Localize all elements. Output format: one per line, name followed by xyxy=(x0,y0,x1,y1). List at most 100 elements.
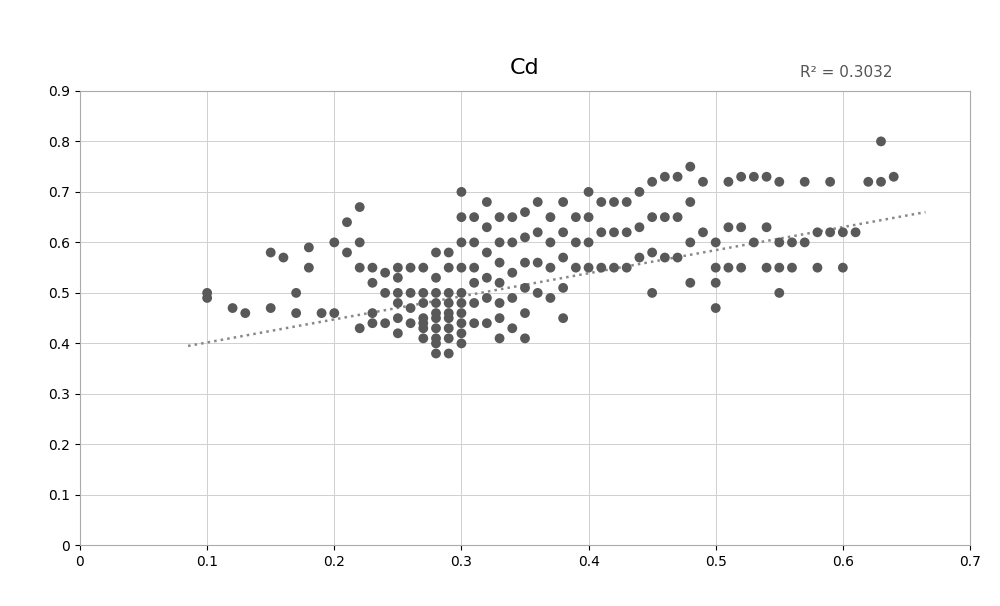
Point xyxy=(644,212,660,222)
Point xyxy=(848,227,864,237)
Point xyxy=(428,348,444,358)
Point xyxy=(466,263,482,273)
Point xyxy=(428,288,444,298)
Point xyxy=(441,348,457,358)
Point xyxy=(377,318,393,328)
Point xyxy=(479,318,495,328)
Point xyxy=(530,258,546,267)
Point xyxy=(479,273,495,282)
Point xyxy=(466,298,482,308)
Point xyxy=(403,288,419,298)
Point xyxy=(415,324,431,333)
Point xyxy=(644,248,660,258)
Point xyxy=(288,288,304,298)
Point xyxy=(555,283,571,293)
Point xyxy=(619,227,635,237)
Point xyxy=(581,238,597,247)
Point xyxy=(504,324,520,333)
Point xyxy=(809,227,825,237)
Point xyxy=(199,288,215,298)
Point xyxy=(479,248,495,258)
Point xyxy=(517,333,533,343)
Point xyxy=(504,268,520,278)
Point xyxy=(720,222,736,232)
Point xyxy=(720,177,736,187)
Point xyxy=(517,283,533,293)
Point xyxy=(364,263,380,273)
Point xyxy=(822,227,838,237)
Point xyxy=(835,227,851,237)
Point xyxy=(466,278,482,288)
Point xyxy=(784,263,800,273)
Point xyxy=(441,333,457,343)
Point xyxy=(453,212,469,222)
Point xyxy=(759,263,775,273)
Point xyxy=(428,339,444,348)
Point xyxy=(352,263,368,273)
Point xyxy=(504,238,520,247)
Point xyxy=(428,313,444,323)
Point xyxy=(403,318,419,328)
Point xyxy=(377,268,393,278)
Point xyxy=(593,197,609,207)
Point xyxy=(415,288,431,298)
Point xyxy=(352,238,368,247)
Point xyxy=(453,298,469,308)
Point xyxy=(809,263,825,273)
Point xyxy=(746,238,762,247)
Point xyxy=(275,253,291,262)
Point xyxy=(631,222,647,232)
Point xyxy=(670,253,686,262)
Point xyxy=(822,177,838,187)
Point xyxy=(835,263,851,273)
Point xyxy=(657,253,673,262)
Point xyxy=(631,187,647,197)
Point xyxy=(619,197,635,207)
Point xyxy=(555,253,571,262)
Point xyxy=(492,212,508,222)
Point xyxy=(517,233,533,242)
Point xyxy=(542,238,558,247)
Point xyxy=(301,263,317,273)
Point xyxy=(466,318,482,328)
Point xyxy=(415,318,431,328)
Point xyxy=(479,222,495,232)
Point xyxy=(428,298,444,308)
Point xyxy=(771,238,787,247)
Point xyxy=(377,288,393,298)
Point xyxy=(886,172,902,182)
Point xyxy=(581,187,597,197)
Point xyxy=(225,303,241,313)
Point xyxy=(441,263,457,273)
Point xyxy=(682,197,698,207)
Point xyxy=(860,177,876,187)
Text: R² = 0.3032: R² = 0.3032 xyxy=(800,65,893,80)
Point xyxy=(453,187,469,197)
Point xyxy=(593,227,609,237)
Point xyxy=(415,333,431,343)
Point xyxy=(555,197,571,207)
Point xyxy=(479,197,495,207)
Point xyxy=(771,263,787,273)
Point xyxy=(695,227,711,237)
Point xyxy=(682,278,698,288)
Point xyxy=(504,212,520,222)
Point xyxy=(390,313,406,323)
Point xyxy=(428,273,444,282)
Point xyxy=(733,222,749,232)
Point xyxy=(708,303,724,313)
Point xyxy=(568,238,584,247)
Point xyxy=(492,313,508,323)
Point xyxy=(492,278,508,288)
Point xyxy=(517,207,533,217)
Point xyxy=(517,308,533,318)
Point xyxy=(797,177,813,187)
Point xyxy=(441,298,457,308)
Point xyxy=(453,288,469,298)
Point xyxy=(453,328,469,338)
Point xyxy=(428,308,444,318)
Point xyxy=(873,177,889,187)
Point xyxy=(517,258,533,267)
Point xyxy=(390,288,406,298)
Point xyxy=(657,172,673,182)
